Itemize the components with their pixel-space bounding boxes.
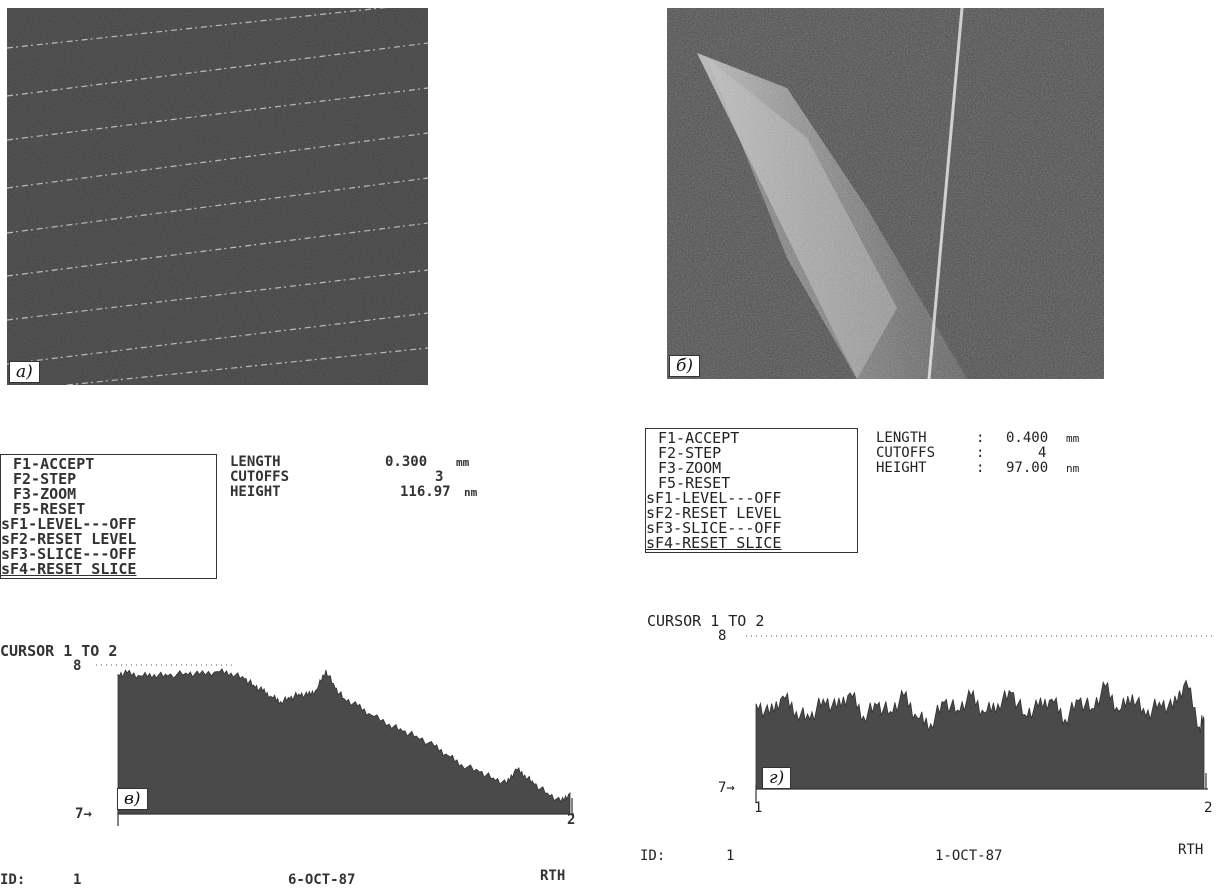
measurement-params-g: LENGTH : 0.400 mm CUTOFFS : 4 HEIGHT : 9… [876,431,1156,481]
length-separator: : [976,430,985,446]
cursor-title-g: CURSOR 1 TO 2 [647,612,765,630]
corner-label-v: RTH [540,868,566,884]
height-separator: : [976,460,985,476]
menu-item-f3-zoom[interactable]: F3-ZOOM [13,485,77,503]
height-label: HEIGHT [876,460,927,476]
panel-label-g: г) [762,767,792,789]
menu-item-sf1-level[interactable]: sF1-LEVEL---OFF [1,515,137,533]
menu-item-f1-accept[interactable]: F1-ACCEPT [658,429,740,447]
panel-label-a: а) [9,361,40,383]
measurement-params-v: LENGTH 0.300 mm CUTOFFS 3 HEIGHT 116.97 … [230,455,510,505]
menu-item-sf3-slice[interactable]: sF3-SLICE---OFF [646,519,782,537]
micrograph-a-image [7,8,428,385]
cutoffs-separator: : [976,445,985,461]
cutoffs-value: 4 [1038,445,1047,461]
cutoffs-label: CUTOFFS [230,469,290,485]
function-key-menu-v: F1-ACCEPT F2-STEP F3-ZOOM F5-RESET sF1-L… [0,454,217,579]
menu-item-f5-reset[interactable]: F5-RESET [658,474,731,492]
length-value: 0.400 [1006,430,1049,446]
menu-item-f2-step[interactable]: F2-STEP [13,470,77,488]
menu-item-sf4-reset-slice[interactable]: sF4-RESET SLICE [646,534,782,552]
micrograph-a: а) [7,8,428,385]
menu-item-sf2-reset-level[interactable]: sF2-RESET LEVEL [1,530,137,548]
length-label: LENGTH [230,454,281,470]
profile-area [117,668,571,815]
id-value-g: 1 [726,848,735,864]
cursor-title-v: CURSOR 1 TO 2 [0,642,118,660]
cutoffs-label: CUTOFFS [876,445,936,461]
marker-top-v: 8 [73,658,82,674]
height-unit: nm [1066,462,1080,475]
date-v: 6-OCT-87 [288,872,356,888]
menu-item-f1-accept[interactable]: F1-ACCEPT [13,455,95,473]
menu-item-sf2-reset-level[interactable]: sF2-RESET LEVEL [646,504,782,522]
function-key-menu-g: F1-ACCEPT F2-STEP F3-ZOOM F5-RESET sF1-L… [645,428,858,553]
profile-chart-v [96,664,574,826]
menu-item-sf4-reset-slice[interactable]: sF4-RESET SLICE [1,560,137,578]
micrograph-b-image [667,8,1104,379]
cursor-start-g: 1 [754,800,763,816]
date-g: 1-OCT-87 [935,848,1003,864]
id-label-v: ID: [0,872,26,888]
marker-bottom-g: 7→ [718,780,735,796]
height-unit: nm [464,486,478,499]
micrograph-b: б) [667,8,1104,379]
id-value-v: 1 [73,872,82,888]
cutoffs-value: 3 [435,469,444,485]
marker-bottom-v: 7→ [75,806,92,822]
menu-item-f5-reset[interactable]: F5-RESET [13,500,86,518]
marker-top-g: 8 [718,628,727,644]
profile-area [755,679,1205,790]
length-label: LENGTH [876,430,927,446]
corner-label-g: RTH [1178,842,1204,858]
profile-chart-g [746,635,1214,803]
id-label-g: ID: [640,848,666,864]
height-value: 116.97 [400,484,451,500]
menu-item-f2-step[interactable]: F2-STEP [658,444,722,462]
length-unit: mm [1066,432,1080,445]
length-value: 0.300 [385,454,428,470]
height-label: HEIGHT [230,484,281,500]
height-value: 97.00 [1006,460,1049,476]
length-unit: mm [456,456,470,469]
menu-item-f3-zoom[interactable]: F3-ZOOM [658,459,722,477]
menu-item-sf3-slice[interactable]: sF3-SLICE---OFF [1,545,137,563]
cursor-end-v: 2 [567,812,576,828]
panel-label-b: б) [669,355,701,377]
panel-label-v: в) [117,788,148,810]
cursor-end-g: 2 [1204,800,1213,816]
menu-item-sf1-level[interactable]: sF1-LEVEL---OFF [646,489,782,507]
